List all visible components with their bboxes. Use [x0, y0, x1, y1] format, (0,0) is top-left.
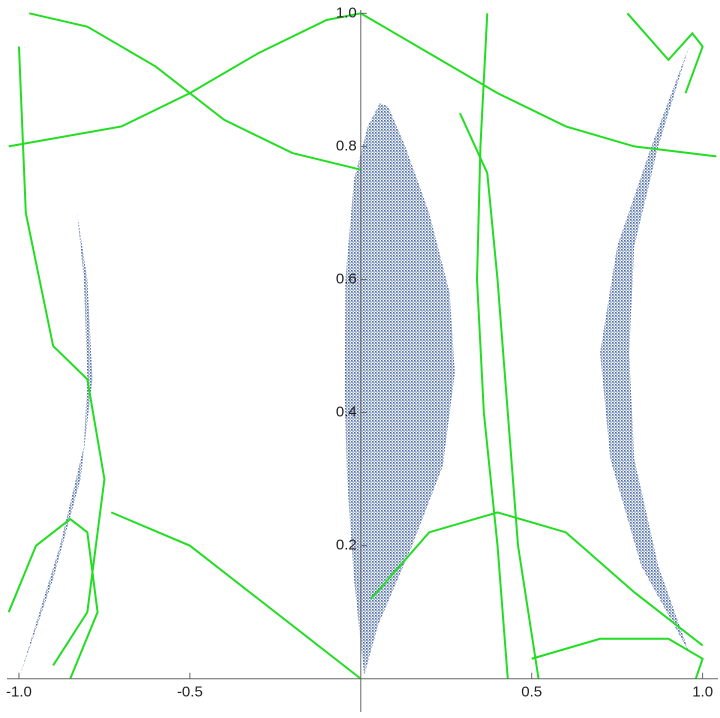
x-tick-label: -1.0 [6, 684, 32, 701]
y-tick-label: 0.8 [336, 137, 357, 154]
y-tick-label: 0.4 [336, 404, 357, 421]
curve [7, 517, 99, 680]
region [344, 103, 455, 676]
curve [626, 12, 704, 94]
curve [531, 637, 704, 680]
y-tick-label: 1.0 [336, 4, 357, 21]
x-tick-label: 1.0 [692, 684, 713, 701]
curve [17, 46, 106, 666]
y-tick-label: 0.2 [336, 537, 357, 554]
y-tick-label: 0.6 [336, 270, 357, 287]
curve [370, 511, 704, 647]
curve [360, 12, 717, 158]
x-tick-label: 0.5 [521, 684, 542, 701]
curve [8, 12, 361, 148]
curve [476, 13, 509, 679]
x-tick-label: -0.5 [177, 684, 203, 701]
curve [110, 511, 362, 680]
curve [28, 12, 362, 171]
region [600, 46, 689, 653]
region [18, 212, 93, 679]
curve [459, 112, 540, 679]
